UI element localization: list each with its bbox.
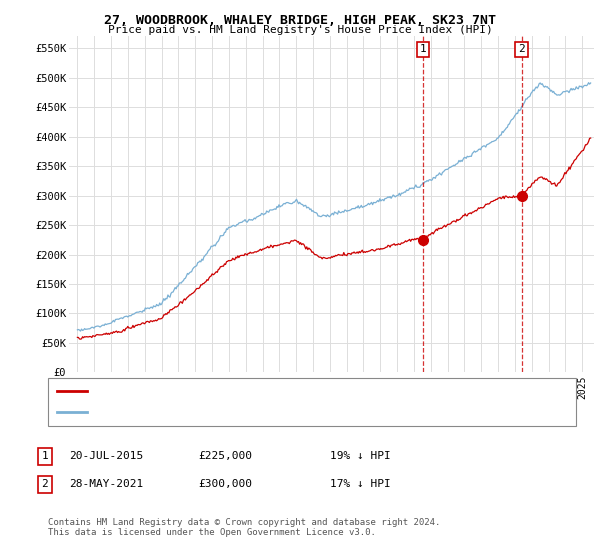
Text: 1: 1 <box>419 44 427 54</box>
Text: 2: 2 <box>518 44 525 54</box>
Text: Price paid vs. HM Land Registry's House Price Index (HPI): Price paid vs. HM Land Registry's House … <box>107 25 493 35</box>
Text: 27, WOODBROOK, WHALEY BRIDGE, HIGH PEAK, SK23 7NT (detached house): 27, WOODBROOK, WHALEY BRIDGE, HIGH PEAK,… <box>93 386 481 396</box>
Text: 1: 1 <box>41 451 49 461</box>
Text: 19% ↓ HPI: 19% ↓ HPI <box>330 451 391 461</box>
Text: £300,000: £300,000 <box>198 479 252 489</box>
Text: 2: 2 <box>41 479 49 489</box>
Text: £225,000: £225,000 <box>198 451 252 461</box>
Text: HPI: Average price, detached house, High Peak: HPI: Average price, detached house, High… <box>93 407 358 417</box>
Text: 28-MAY-2021: 28-MAY-2021 <box>69 479 143 489</box>
Text: 17% ↓ HPI: 17% ↓ HPI <box>330 479 391 489</box>
Text: Contains HM Land Registry data © Crown copyright and database right 2024.
This d: Contains HM Land Registry data © Crown c… <box>48 518 440 538</box>
Text: 27, WOODBROOK, WHALEY BRIDGE, HIGH PEAK, SK23 7NT: 27, WOODBROOK, WHALEY BRIDGE, HIGH PEAK,… <box>104 14 496 27</box>
Text: 20-JUL-2015: 20-JUL-2015 <box>69 451 143 461</box>
